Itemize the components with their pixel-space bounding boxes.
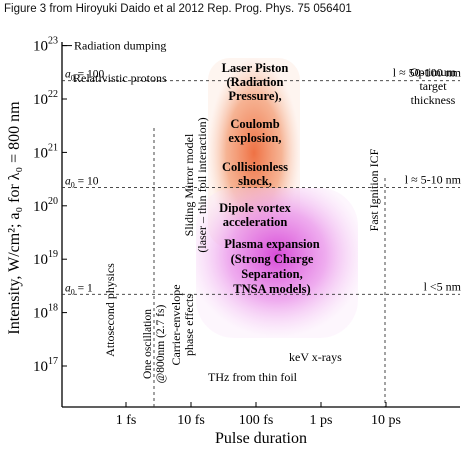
fast-ignition-0: Fast Ignition ICF xyxy=(367,148,381,231)
y-tick-label-23: 1023 xyxy=(33,36,58,55)
orange-text-1: (Radiation xyxy=(227,75,284,89)
orange-text-0: Laser Piston xyxy=(222,61,289,75)
orange-text-2: Pressure), xyxy=(228,89,281,103)
y-tick-label-22: 1022 xyxy=(33,89,58,108)
magenta-text-3: TNSA models) xyxy=(233,282,310,296)
magenta-text-1: (Strong Charge xyxy=(231,252,314,266)
a0-label-2: a0 = 1 xyxy=(65,282,93,296)
a0-label-0: a0 = 100 xyxy=(65,69,104,83)
figure-caption: Figure 3 from Hiroyuki Daido et al 2012 … xyxy=(4,3,352,15)
orange-text-6: shock, xyxy=(238,174,272,188)
magenta-text-2: Separation, xyxy=(241,267,302,281)
y-tick-label-18: 1018 xyxy=(33,303,58,322)
one-oscillation-1: @800nm (2.7 fs) xyxy=(155,305,167,384)
x-tick-label-4: 10 ps xyxy=(371,413,401,428)
thickness-label-2: l <5 nm xyxy=(424,279,462,293)
attosecond-0: Attosecond physics xyxy=(103,263,117,357)
sliding-mirror-1: (laser – thin foil interaction) xyxy=(195,117,209,252)
regime-relativistic-protons: Relativistic protons xyxy=(73,71,167,85)
a0-label-1: a0 = 10 xyxy=(65,176,99,190)
thz-label: THz from thin foil xyxy=(208,370,298,384)
x-tick-label-0: 1 fs xyxy=(116,413,137,428)
y-tick-label-24: 1024 xyxy=(33,0,58,1)
magenta-regime-region xyxy=(196,188,358,338)
sliding-mirror-0: Sliding Mirror model xyxy=(182,133,196,236)
regime-radiation-dumping: Radiation dumping xyxy=(74,39,166,53)
y-tick-label-19: 1019 xyxy=(33,249,58,268)
optimum-label-1: target xyxy=(419,79,447,93)
orange-text-5: Collisionless xyxy=(222,160,288,174)
y-tick-label-17: 1017 xyxy=(33,356,58,375)
carrier-envelope-0: Carrier-envelope xyxy=(169,284,183,365)
optimum-label-2: thickness xyxy=(411,93,456,107)
orange-text-4: explosion, xyxy=(228,131,281,145)
thickness-label-1: l ≈ 5-10 nm xyxy=(405,173,462,187)
orange-text-3: Coulomb xyxy=(230,117,279,131)
x-tick-label-3: 1 ps xyxy=(310,413,333,428)
y-tick-label-20: 1020 xyxy=(33,196,58,215)
x-tick-label-2: 100 fs xyxy=(239,413,274,428)
x-axis-title: Pulse duration xyxy=(215,430,307,447)
carrier-envelope-1: phase effects xyxy=(182,294,196,356)
optimum-label-0: Optimum xyxy=(410,65,457,79)
magenta-text-0: Plasma expansion xyxy=(224,237,320,251)
y-axis-title: Intensity, W/cm²; a₀ for λ₀ = 800 nm xyxy=(6,101,23,335)
kev-xrays-label: keV x-rays xyxy=(289,350,342,364)
y-tick-label-21: 1021 xyxy=(33,142,58,161)
x-tick-label-1: 10 fs xyxy=(177,413,205,428)
orange-text-7: Dipole vortex xyxy=(219,201,292,215)
thickness-label-0: l ≈ 50-100 nm xyxy=(393,66,462,80)
one-oscillation-0: One oscillation xyxy=(142,309,154,379)
orange-text-8: acceleration xyxy=(223,215,288,229)
